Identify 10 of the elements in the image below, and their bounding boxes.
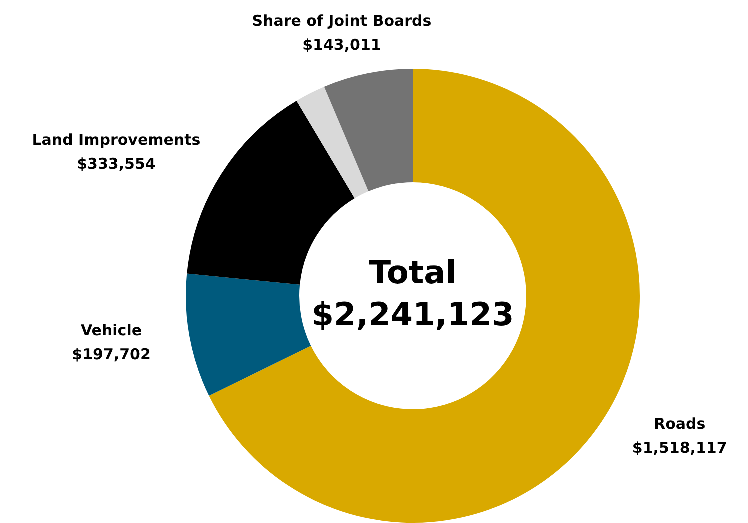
data-label: $143,011	[302, 36, 382, 54]
text: $2,241,123	[312, 295, 514, 334]
text: Total	[369, 253, 457, 292]
data-label: $333,554	[77, 154, 156, 173]
slice-label: Vehicle	[81, 321, 142, 340]
slice-label: Roads	[654, 415, 706, 434]
slice-label: Land Improvements	[32, 130, 201, 149]
data-label: $1,518,117	[632, 439, 728, 458]
data-label: $197,702	[72, 345, 151, 364]
slice-label: Share of Joint Boards	[252, 12, 432, 30]
